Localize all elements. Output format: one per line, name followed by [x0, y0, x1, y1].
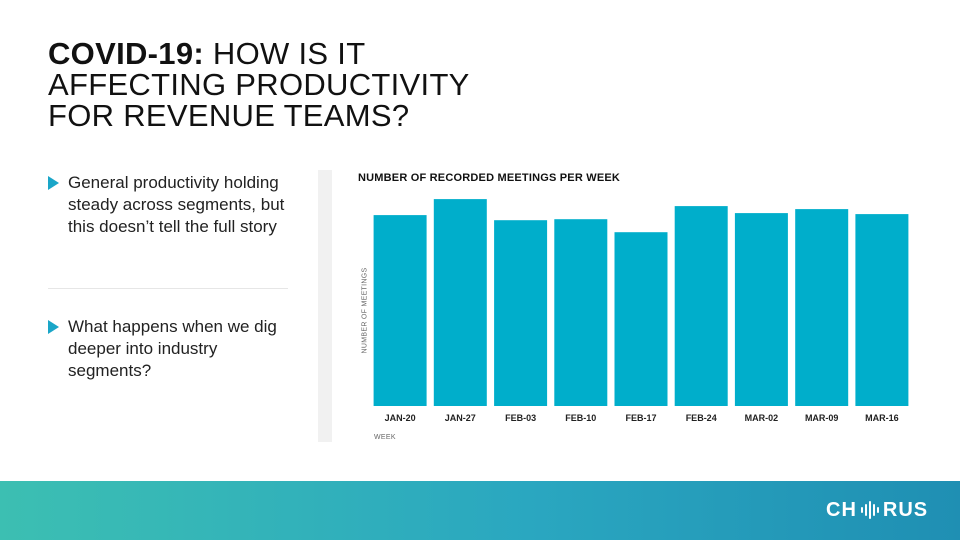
bar-feb-24 [674, 206, 728, 406]
chart-title: NUMBER OF RECORDED MEETINGS PER WEEK [358, 172, 621, 184]
footer-bar [0, 481, 960, 540]
bar-feb-17 [614, 232, 668, 406]
slide-title: COVID-19: HOW IS IT AFFECTING PRODUCTIVI… [48, 38, 648, 131]
chart-x-axis-label: WEEK [374, 434, 396, 441]
bar-chart: JAN-20 JAN-27 FEB-03 FEB-10 FEB-17 FEB-24 MAR-… [373, 199, 909, 423]
logo-text-left: CH [826, 498, 857, 521]
x-tick-label: MAR-16 [865, 413, 899, 423]
bullet-item-1: General productivity holding steady acro… [48, 172, 298, 238]
bar-mar-16 [855, 214, 909, 406]
triangle-bullet-icon [48, 320, 59, 334]
bar-feb-10 [554, 219, 608, 406]
x-tick-label: FEB-10 [565, 413, 596, 423]
x-tick-label: FEB-17 [625, 413, 656, 423]
soundwave-icon [860, 500, 880, 520]
x-tick-label: JAN-20 [385, 413, 416, 423]
bar-jan-27 [433, 199, 487, 406]
chorus-logo: CH RUS [826, 497, 928, 523]
title-line-2: AFFECTING PRODUCTIVITY [48, 67, 470, 102]
title-line-1-rest: HOW IS IT [204, 36, 366, 71]
title-line-1: COVID-19: HOW IS IT [48, 38, 648, 69]
bullet-divider [48, 288, 288, 289]
bullet-item-2: What happens when we dig deeper into ind… [48, 316, 298, 382]
triangle-bullet-icon [48, 176, 59, 190]
bullet-text-2: What happens when we dig deeper into ind… [68, 317, 277, 380]
bar-feb-03 [494, 220, 548, 406]
x-tick-label: FEB-03 [505, 413, 536, 423]
title-line-3: FOR REVENUE TEAMS? [48, 98, 410, 133]
chart-left-strip [318, 170, 332, 442]
x-tick-label: JAN-27 [445, 413, 476, 423]
x-tick-label: FEB-24 [686, 413, 717, 423]
x-tick-label: MAR-02 [745, 413, 779, 423]
bar-jan-20 [373, 215, 427, 406]
title-bold: COVID-19: [48, 36, 205, 71]
logo-text-right: RUS [882, 498, 929, 521]
bar-mar-02 [734, 213, 788, 406]
bar-mar-09 [795, 209, 849, 406]
x-tick-label: MAR-09 [805, 413, 839, 423]
bullet-text-1: General productivity holding steady acro… [68, 173, 285, 236]
